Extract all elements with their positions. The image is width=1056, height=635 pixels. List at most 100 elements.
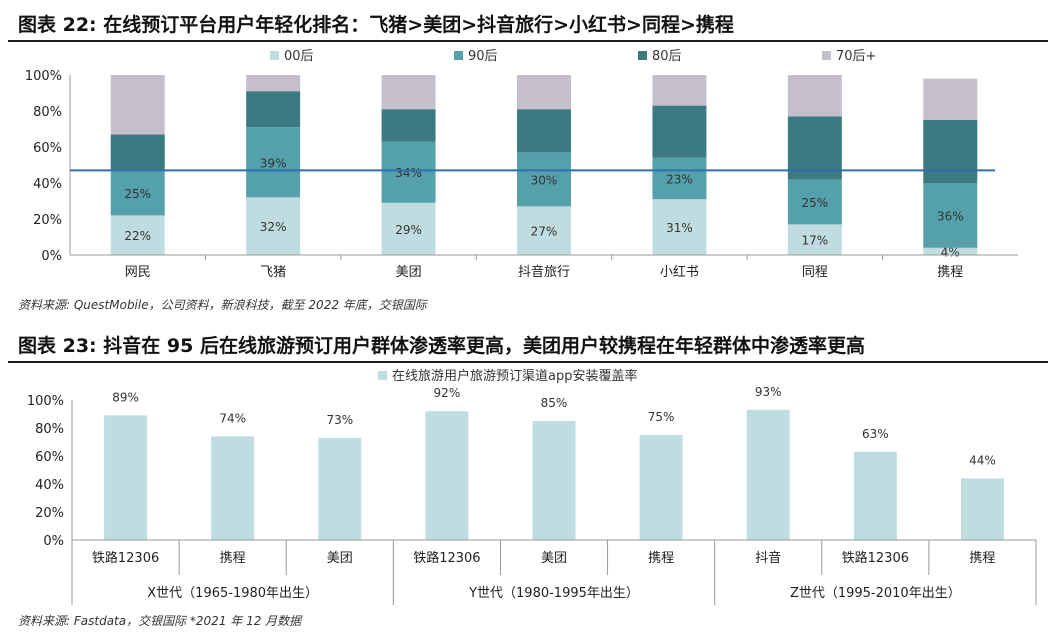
category-label: 携程: [969, 550, 995, 566]
bar-segment: [787, 75, 842, 117]
group-label: Z世代（1995-2010年出生）: [790, 586, 961, 601]
y-tick-label: 60%: [35, 450, 64, 465]
chart-23-bar: 在线旅游用户旅游预订渠道app安装覆盖率 0% 20% 40% 60% 80% 100% 89…: [27, 368, 1037, 605]
bar-segment: [923, 247, 978, 255]
y-tick-label: 80%: [33, 105, 62, 120]
legend-label: 90后: [468, 49, 498, 64]
category-label: 抖音旅行: [518, 264, 570, 280]
data-label: 34%: [395, 166, 422, 180]
y-tick-label: 0%: [41, 249, 62, 264]
data-label: 32%: [260, 220, 287, 234]
bar-segment: [517, 152, 571, 207]
data-label: 75%: [648, 410, 675, 424]
data-label: 31%: [666, 221, 693, 235]
legend-label: 80后: [652, 49, 682, 64]
bar-segment: [110, 170, 165, 216]
bar-segment: [517, 75, 571, 110]
bar-segment: [923, 120, 978, 183]
legend-label: 00后: [284, 49, 314, 64]
bar-segment: [246, 127, 301, 198]
category-label: 抖音: [755, 550, 781, 566]
category-label: 铁路12306: [842, 550, 909, 566]
y-tick-label: 40%: [35, 478, 64, 493]
bar-segment: [652, 199, 707, 255]
y-tick-label: 40%: [33, 177, 62, 192]
category-label: 小红书: [660, 264, 699, 280]
figure23-source: 资料来源: Fastdata，交银国际 *2021 年 12 月数据: [18, 614, 302, 628]
bar-segment: [923, 183, 978, 248]
category-label: 携程: [648, 550, 674, 566]
group-label: X世代（1965-1980年出生）: [147, 586, 318, 601]
bar-segment: [923, 78, 978, 120]
y-tick-label: 60%: [33, 141, 62, 156]
bar: [425, 411, 469, 540]
data-label: 63%: [862, 427, 889, 441]
bar-segment: [381, 109, 436, 142]
bar-segment: [110, 134, 165, 171]
legend-swatch: [454, 51, 463, 60]
y-tick-label: 20%: [35, 506, 64, 521]
bar: [104, 415, 148, 540]
bar-segment: [110, 75, 165, 135]
category-label: 美团: [396, 265, 422, 280]
data-label: 36%: [937, 209, 964, 223]
data-label: 44%: [969, 453, 996, 467]
y-tick-label: 20%: [33, 213, 62, 228]
data-label: 89%: [112, 390, 139, 404]
data-label: 17%: [802, 234, 829, 248]
bar: [853, 451, 897, 540]
bar: [746, 409, 790, 540]
data-label: 93%: [755, 385, 782, 399]
chart-22-stacked-bar: 00后 90后 80后 70后+ 0% 20% 40% 60% 80% 100% 22% 25% 网民 3…: [25, 49, 1018, 280]
data-label: 25%: [802, 196, 829, 210]
bar: [639, 435, 683, 540]
bar-segment: [246, 91, 301, 128]
category-label: 铁路12306: [92, 550, 159, 566]
bar-segment: [110, 215, 165, 255]
title-rule: [8, 361, 1048, 363]
data-label: 4%: [941, 245, 960, 259]
bar-segment: [517, 109, 571, 153]
bar: [960, 478, 1004, 540]
category-label: 携程: [937, 264, 963, 280]
data-label: 22%: [124, 229, 151, 243]
data-label: 25%: [124, 187, 151, 201]
legend-swatch: [270, 51, 279, 60]
data-label: 29%: [395, 223, 422, 237]
data-label: 74%: [219, 411, 246, 425]
bar-segment: [517, 206, 571, 255]
bar: [318, 437, 362, 540]
bar-segment: [787, 179, 842, 225]
bar: [211, 436, 255, 540]
category-label: 网民: [125, 265, 151, 280]
bar-segment: [381, 141, 436, 203]
category-label: 飞猪: [260, 265, 286, 280]
data-label: 85%: [541, 396, 568, 410]
y-tick-label: 0%: [43, 534, 64, 549]
bar-segment: [787, 116, 842, 180]
data-label: 92%: [434, 386, 461, 400]
category-label: 铁路12306: [413, 550, 480, 566]
bar-segment: [381, 202, 436, 255]
figure22-title: 图表 22: 在线预订平台用户年轻化排名：飞猪>美团>抖音旅行>小红书>同程>携…: [18, 14, 734, 36]
bar-segment: [652, 75, 707, 106]
figure23-title: 图表 23: 抖音在 95 后在线旅游预订用户群体渗透率更高，美团用户较携程在年…: [18, 335, 865, 357]
data-label: 30%: [531, 173, 558, 187]
title-rule: [8, 40, 1048, 42]
bar-segment: [652, 105, 707, 158]
bar-segment: [246, 197, 301, 255]
category-label: 美团: [327, 551, 353, 566]
data-label: 73%: [326, 413, 353, 427]
bar-segment: [381, 75, 436, 110]
category-label: 美团: [541, 551, 567, 566]
legend-swatch: [378, 371, 387, 380]
legend-label: 在线旅游用户旅游预订渠道app安装覆盖率: [392, 368, 637, 384]
y-tick-label: 100%: [27, 394, 64, 409]
bar: [532, 421, 576, 540]
legend-label: 70后+: [836, 49, 876, 64]
group-label: Y世代（1980-1995年出生）: [468, 586, 639, 601]
y-tick-label: 100%: [25, 69, 62, 84]
bar-segment: [787, 224, 842, 255]
bar-segment: [652, 157, 707, 200]
category-label: 同程: [802, 265, 828, 280]
